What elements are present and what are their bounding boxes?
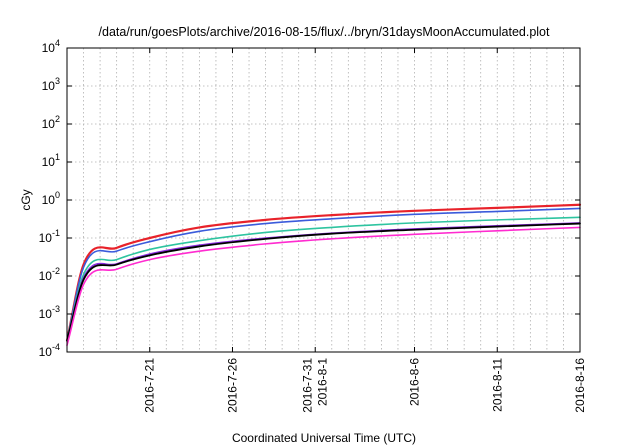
y-tick-label: 103 — [42, 76, 60, 93]
y-tick-label: 10-3 — [39, 304, 60, 321]
x-tick-label: 2016-8-16 — [573, 358, 587, 413]
tick-marks — [67, 47, 581, 353]
y-tick-label: 102 — [42, 114, 60, 131]
grid — [67, 48, 580, 352]
y-tick-label: 100 — [42, 190, 60, 207]
x-axis-label: Coordinated Universal Time (UTC) — [232, 431, 416, 445]
series-line-1 — [65, 203, 582, 342]
series-line-3 — [66, 216, 581, 342]
y-tick-label: 10-2 — [39, 266, 60, 283]
x-tick-label: 2016-7-21 — [143, 358, 157, 413]
y-tick-label: 104 — [42, 38, 60, 55]
y-tick-label: 10-4 — [39, 342, 60, 359]
series-line-6 — [66, 226, 581, 347]
y-tick-label: 101 — [42, 152, 60, 169]
x-tick-label: 2016-7-26 — [225, 358, 239, 413]
y-axis-label: cGy — [19, 189, 33, 210]
x-tick-labels: 2016-7-21 2016-7-26 2016-7-31 2016-8-1 2016-… — [143, 358, 587, 413]
series-line-5 — [66, 222, 581, 342]
series-line-2 — [66, 207, 581, 342]
x-tick-label: 2016-7-31 — [301, 358, 315, 413]
y-tick-labels: 10-4 10-3 10-2 10-1 100 101 102 103 104 — [39, 38, 60, 359]
chart-title: /data/run/goesPlots/archive/2016-08-15/f… — [99, 25, 550, 39]
x-tick-label: 2016-8-11 — [490, 358, 504, 412]
x-tick-label: 2016-8-6 — [408, 358, 422, 406]
x-tick-label: 2016-8-1 — [316, 358, 330, 406]
y-tick-label: 10-1 — [39, 228, 60, 245]
series-lines — [65, 203, 582, 347]
